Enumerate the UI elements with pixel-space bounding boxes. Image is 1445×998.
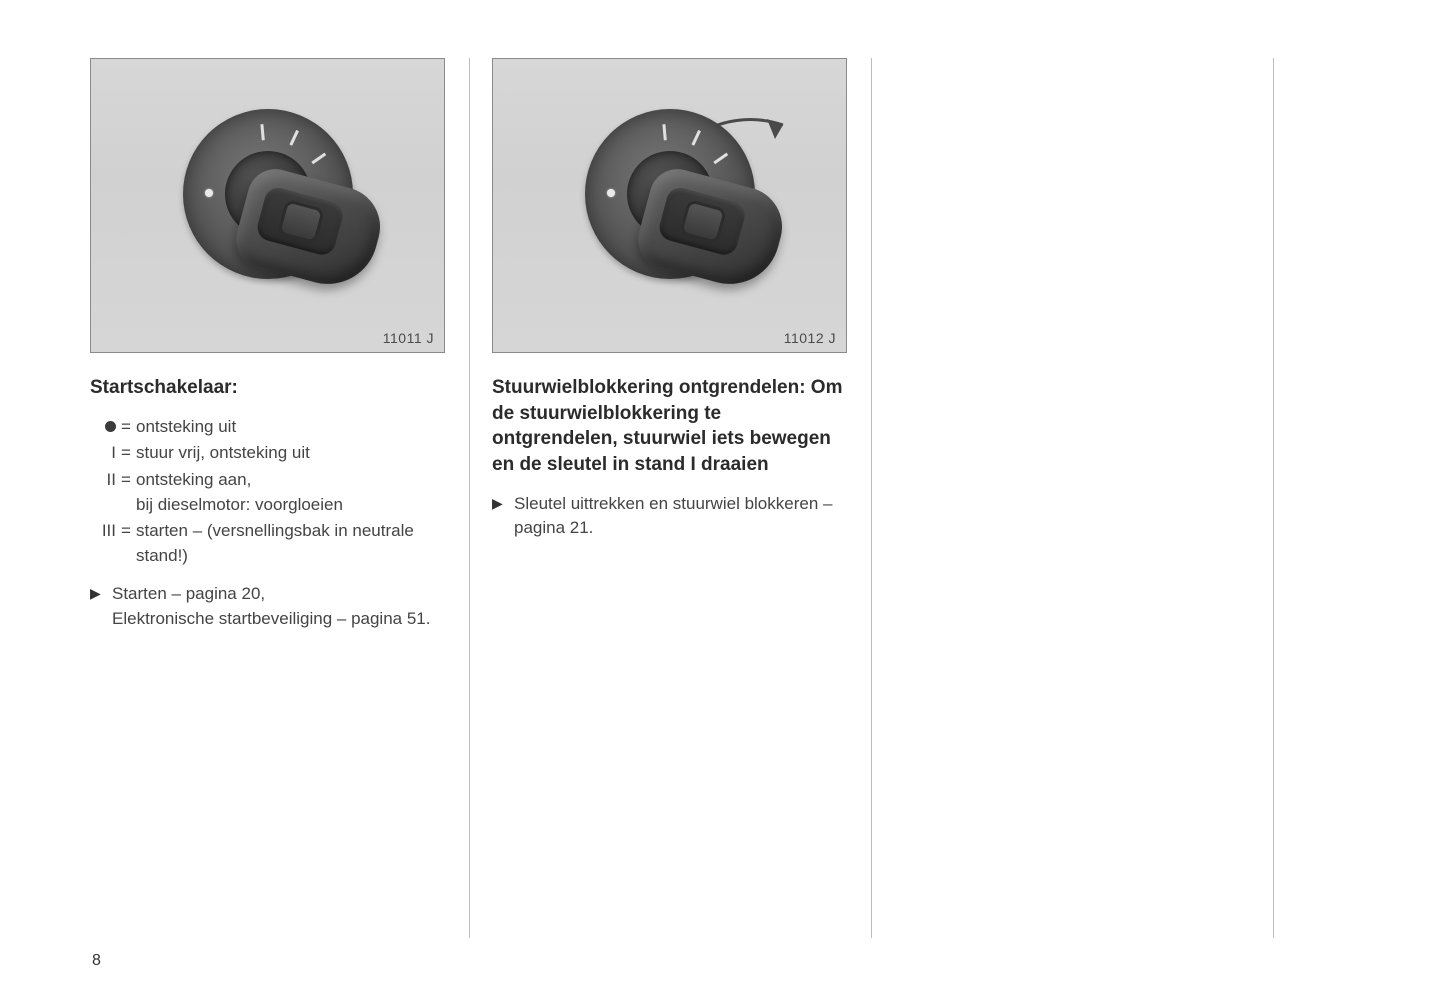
definition-text: ontsteking uit (136, 415, 449, 440)
symbol-roman: III (90, 519, 116, 568)
symbol-dot-icon (90, 415, 116, 440)
position-dot-icon (205, 189, 213, 197)
ignition-bezel (183, 109, 353, 279)
position-definition-list: = ontsteking uit I = stuur vrij, ontstek… (90, 415, 449, 569)
figure-label: 11011 J (383, 330, 434, 346)
triangle-bullet-icon: ▶ (90, 582, 112, 631)
tick-mark (713, 152, 728, 164)
list-item: II = ontsteking aan, bij dieselmotor: vo… (90, 468, 449, 517)
key-head-icon (229, 163, 388, 295)
definition-text: ontsteking aan, bij dieselmotor: voorglo… (136, 468, 449, 517)
tick-mark (311, 152, 326, 164)
tick-mark (289, 130, 298, 146)
reference-bullet: ▶ Starten – pagina 20, Elektronische sta… (90, 582, 449, 631)
section-heading: Stuurwielblokkering ontgrendelen: Om de … (492, 375, 851, 478)
list-item: I = stuur vrij, ontsteking uit (90, 441, 449, 466)
ignition-bezel (585, 109, 755, 279)
figure-ignition-switch: 11011 J (90, 58, 445, 353)
list-item: III = starten – (versnellingsbak in neut… (90, 519, 449, 568)
definition-text: stuur vrij, ontsteking uit (136, 441, 449, 466)
definition-line: ontsteking aan, (136, 470, 251, 489)
key-head-icon (631, 163, 790, 295)
tick-mark (260, 124, 264, 140)
equals-sign: = (116, 415, 136, 440)
triangle-bullet-icon: ▶ (492, 492, 514, 541)
bullet-line: Elektronische startbeveiliging – pagina … (112, 609, 430, 628)
column-left: 11011 J Startschakelaar: = ontsteking ui… (90, 58, 470, 938)
symbol-roman: II (90, 468, 116, 517)
figure-steering-lock: 11012 J (492, 58, 847, 353)
column-middle: 11012 J Stuurwielblokkering ontgrendelen… (492, 58, 872, 938)
definition-subline: bij dieselmotor: voorgloeien (136, 493, 449, 518)
bullet-line: Starten – pagina 20, (112, 584, 265, 603)
tick-mark (691, 130, 700, 146)
symbol-roman: I (90, 441, 116, 466)
ignition-illustration (183, 109, 353, 279)
ignition-illustration (585, 109, 755, 279)
definition-text: starten – (versnellingsbak in neutrale s… (136, 519, 449, 568)
equals-sign: = (116, 468, 136, 517)
equals-sign: = (116, 441, 136, 466)
bullet-text: Sleutel uittrekken en stuurwiel blokkere… (514, 492, 851, 541)
position-dot-icon (607, 189, 615, 197)
section-heading: Startschakelaar: (90, 375, 449, 401)
column-right (894, 58, 1274, 938)
list-item: = ontsteking uit (90, 415, 449, 440)
equals-sign: = (116, 519, 136, 568)
tick-mark (662, 124, 666, 140)
figure-label: 11012 J (784, 330, 836, 346)
manual-page: 11011 J Startschakelaar: = ontsteking ui… (90, 58, 1370, 938)
page-number: 8 (92, 952, 101, 970)
bullet-text: Starten – pagina 20, Elektronische start… (112, 582, 449, 631)
reference-bullet: ▶ Sleutel uittrekken en stuurwiel blokke… (492, 492, 851, 541)
